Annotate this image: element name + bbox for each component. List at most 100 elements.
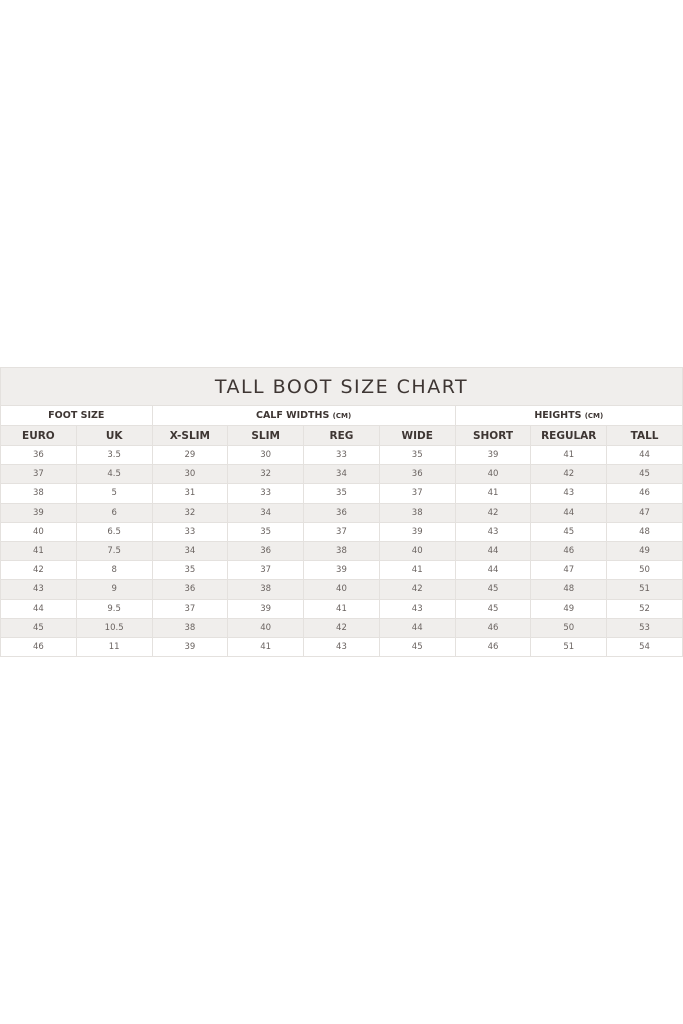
table-cell: 46 bbox=[530, 540, 608, 562]
table-cell: 9 bbox=[75, 579, 153, 600]
table-cell: 29 bbox=[151, 444, 229, 466]
column-header-row: EURO UK X-SLIM SLIM REG WIDE SHORT REGULAR TALL bbox=[0, 425, 683, 446]
table-row: 41 7.5 34 36 38 40 44 46 49 bbox=[0, 540, 683, 562]
group-heights: HEIGHTS (CM) bbox=[454, 405, 683, 426]
table-cell: 45 bbox=[378, 636, 456, 658]
table-cell: 39 bbox=[378, 521, 456, 542]
table-cell: 42 bbox=[454, 502, 532, 523]
group-foot-size: FOOT SIZE bbox=[0, 405, 153, 426]
table-cell: 44 bbox=[454, 540, 532, 562]
table-cell: 46 bbox=[454, 636, 532, 658]
table-cell: 30 bbox=[151, 464, 229, 485]
table-cell: 5 bbox=[75, 483, 153, 504]
table-cell: 37 bbox=[303, 521, 380, 542]
table-cell: 36 bbox=[227, 540, 305, 562]
table-cell: 44 bbox=[0, 598, 77, 619]
table-cell: 37 bbox=[227, 560, 305, 581]
table-cell: 30 bbox=[227, 444, 305, 466]
table-cell: 31 bbox=[151, 483, 229, 504]
table-cell: 37 bbox=[0, 464, 77, 485]
table-cell: 34 bbox=[151, 540, 229, 562]
table-row: 38 5 31 33 35 37 41 43 46 bbox=[0, 483, 683, 504]
column-header: TALL bbox=[606, 425, 683, 446]
table-cell: 6.5 bbox=[75, 521, 153, 542]
table-cell: 40 bbox=[227, 617, 305, 638]
column-header: SHORT bbox=[454, 425, 532, 446]
table-cell: 32 bbox=[151, 502, 229, 523]
table-row: 46 11 39 41 43 45 46 51 54 bbox=[0, 636, 683, 658]
column-header: REGULAR bbox=[530, 425, 608, 446]
table-cell: 40 bbox=[454, 464, 532, 485]
table-cell: 39 bbox=[0, 502, 77, 523]
table-cell: 41 bbox=[303, 598, 380, 619]
table-cell: 35 bbox=[378, 444, 456, 466]
table-cell: 38 bbox=[227, 579, 305, 600]
heights-label: HEIGHTS bbox=[534, 410, 582, 421]
table-cell: 40 bbox=[303, 579, 380, 600]
table-cell: 41 bbox=[0, 540, 77, 562]
table-cell: 36 bbox=[151, 579, 229, 600]
table-row: 36 3.5 29 30 33 35 39 41 44 bbox=[0, 444, 683, 466]
table-cell: 43 bbox=[378, 598, 456, 619]
table-cell: 48 bbox=[606, 521, 683, 542]
table-cell: 38 bbox=[378, 502, 456, 523]
table-cell: 48 bbox=[530, 579, 608, 600]
table-cell: 50 bbox=[530, 617, 608, 638]
column-header: REG bbox=[303, 425, 380, 446]
table-cell: 36 bbox=[378, 464, 456, 485]
table-cell: 33 bbox=[151, 521, 229, 542]
table-cell: 45 bbox=[0, 617, 77, 638]
table-cell: 40 bbox=[0, 521, 77, 542]
table-cell: 43 bbox=[303, 636, 380, 658]
table-cell: 41 bbox=[378, 560, 456, 581]
table-cell: 4.5 bbox=[75, 464, 153, 485]
table-cell: 51 bbox=[530, 636, 608, 658]
table-cell: 43 bbox=[530, 483, 608, 504]
column-header: SLIM bbox=[227, 425, 305, 446]
table-cell: 39 bbox=[454, 444, 532, 466]
chart-title: TALL BOOT SIZE CHART bbox=[0, 367, 683, 406]
table-cell: 7.5 bbox=[75, 540, 153, 562]
table-cell: 43 bbox=[0, 579, 77, 600]
table-cell: 38 bbox=[151, 617, 229, 638]
table-cell: 43 bbox=[454, 521, 532, 542]
table-cell: 46 bbox=[606, 483, 683, 504]
table-cell: 39 bbox=[227, 598, 305, 619]
column-header: X-SLIM bbox=[151, 425, 229, 446]
table-cell: 54 bbox=[606, 636, 683, 658]
table-cell: 10.5 bbox=[75, 617, 153, 638]
table-row: 42 8 35 37 39 41 44 47 50 bbox=[0, 560, 683, 581]
table-cell: 8 bbox=[75, 560, 153, 581]
column-header: WIDE bbox=[378, 425, 456, 446]
table-cell: 33 bbox=[303, 444, 380, 466]
table-cell: 37 bbox=[378, 483, 456, 504]
table-row: 45 10.5 38 40 42 44 46 50 53 bbox=[0, 617, 683, 638]
table-cell: 32 bbox=[227, 464, 305, 485]
table-row: 43 9 36 38 40 42 45 48 51 bbox=[0, 579, 683, 600]
table-cell: 11 bbox=[75, 636, 153, 658]
table-cell: 47 bbox=[530, 560, 608, 581]
table-row: 37 4.5 30 32 34 36 40 42 45 bbox=[0, 464, 683, 485]
table-cell: 38 bbox=[0, 483, 77, 504]
table-cell: 44 bbox=[530, 502, 608, 523]
table-cell: 41 bbox=[530, 444, 608, 466]
table-cell: 35 bbox=[151, 560, 229, 581]
table-cell: 45 bbox=[454, 579, 532, 600]
size-chart-table: TALL BOOT SIZE CHART FOOT SIZE CALF WIDT… bbox=[0, 367, 683, 658]
table-cell: 34 bbox=[303, 464, 380, 485]
table-cell: 3.5 bbox=[75, 444, 153, 466]
table-cell: 44 bbox=[606, 444, 683, 466]
table-cell: 9.5 bbox=[75, 598, 153, 619]
table-cell: 45 bbox=[530, 521, 608, 542]
table-cell: 46 bbox=[0, 636, 77, 658]
table-cell: 47 bbox=[606, 502, 683, 523]
heights-unit: (CM) bbox=[584, 412, 604, 420]
table-cell: 42 bbox=[0, 560, 77, 581]
table-cell: 39 bbox=[151, 636, 229, 658]
table-cell: 50 bbox=[606, 560, 683, 581]
table-cell: 36 bbox=[0, 444, 77, 466]
table-cell: 35 bbox=[303, 483, 380, 504]
column-header: UK bbox=[75, 425, 153, 446]
table-cell: 36 bbox=[303, 502, 380, 523]
column-header: EURO bbox=[0, 425, 77, 446]
